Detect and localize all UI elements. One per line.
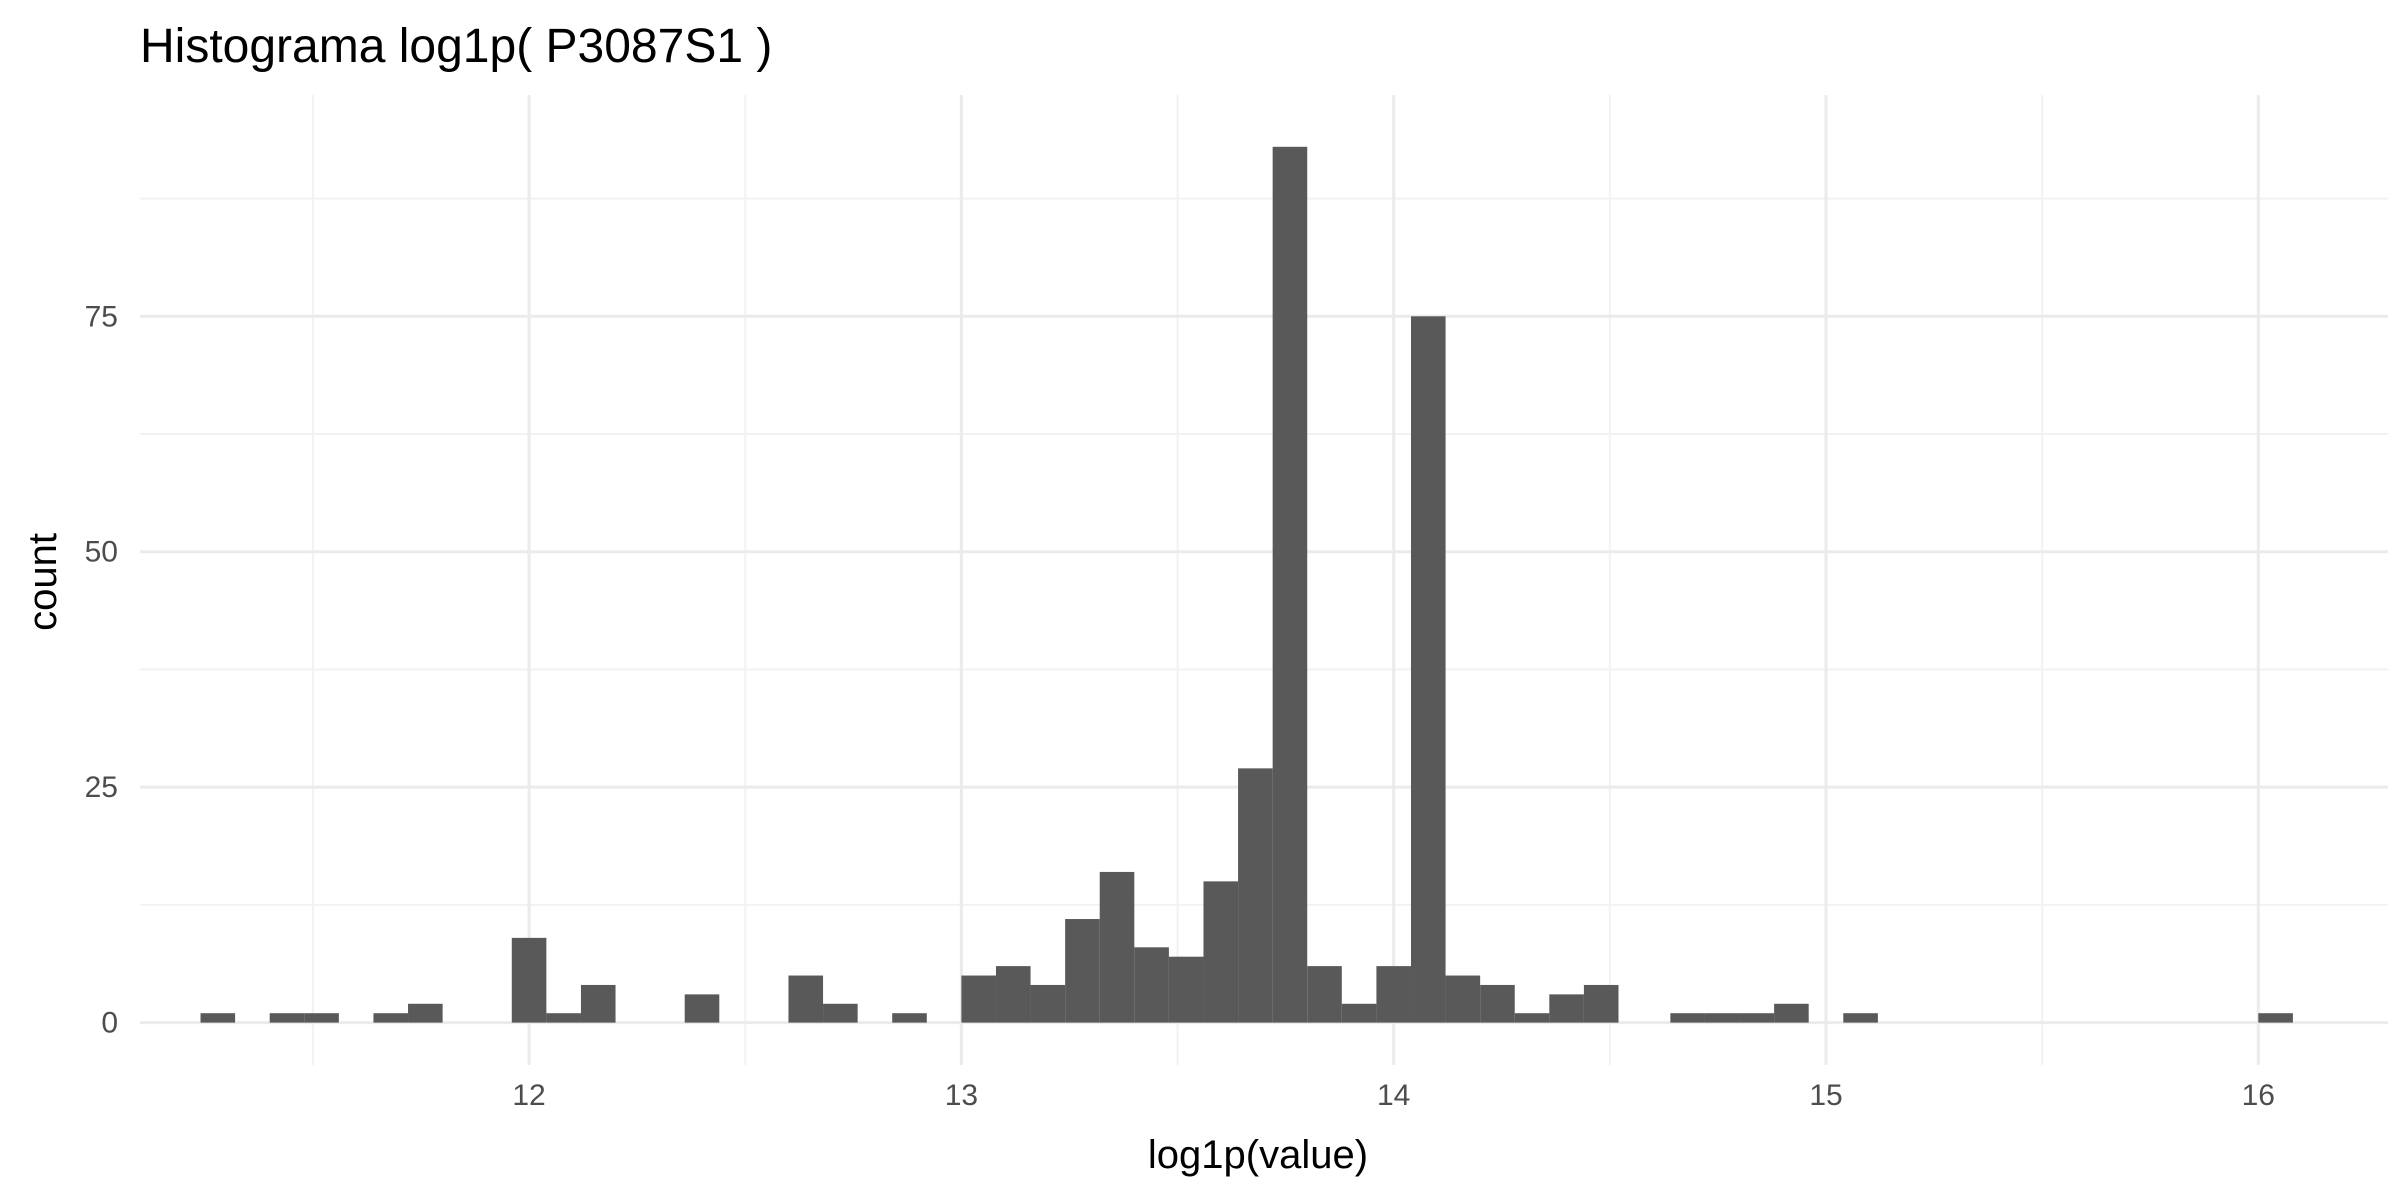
y-axis-ticks: 0 25 50 75: [85, 300, 118, 1039]
y-tick-label: 25: [85, 771, 118, 804]
x-tick-label: 14: [1377, 1079, 1410, 1112]
histogram-bar: [1704, 1013, 1740, 1023]
histogram-bar: [1341, 1003, 1377, 1023]
y-tick-label: 0: [101, 1007, 118, 1040]
x-axis-ticks: 12 13 14 15 16: [512, 1079, 2275, 1112]
y-tick-label: 75: [85, 300, 118, 333]
histogram-bar: [546, 1013, 581, 1023]
histogram-bar: [1514, 1013, 1550, 1023]
histogram-bar: [200, 1013, 236, 1023]
histogram-bar: [1843, 1013, 1878, 1023]
histogram-bar: [1065, 919, 1100, 1023]
x-tick-label: 12: [512, 1079, 545, 1112]
histogram-bar: [1774, 1003, 1809, 1023]
histogram-bar: [1480, 984, 1515, 1023]
histogram-bar: [788, 975, 824, 1023]
histogram-bar: [1410, 316, 1446, 1023]
histogram-bar: [1203, 881, 1239, 1023]
histogram-bar: [1445, 975, 1481, 1023]
histogram-bar: [1272, 146, 1308, 1023]
x-axis-title: log1p(value): [1148, 1133, 1368, 1177]
histogram-bar: [995, 966, 1031, 1023]
histogram-bar: [1099, 871, 1135, 1023]
histogram-bar: [1307, 966, 1342, 1023]
histogram-bar: [1670, 1013, 1705, 1023]
x-tick-label: 16: [2242, 1079, 2275, 1112]
histogram-bar: [408, 1003, 443, 1023]
histogram-bar: [511, 937, 547, 1023]
x-tick-label: 15: [1809, 1079, 1842, 1112]
histogram-bar: [1168, 956, 1204, 1023]
histogram-bar: [1739, 1013, 1775, 1023]
histogram-bar: [1583, 984, 1619, 1023]
histogram-bar: [269, 1013, 305, 1023]
histogram-bar: [684, 994, 720, 1023]
histogram-bar: [892, 1013, 927, 1023]
histogram-bar: [1549, 994, 1584, 1023]
histogram-bar: [961, 975, 996, 1023]
histogram-bar: [2258, 1013, 2293, 1023]
x-tick-label: 13: [945, 1079, 978, 1112]
histogram-bar: [373, 1013, 409, 1023]
histogram-bar: [1134, 947, 1169, 1023]
histogram-bar: [823, 1003, 858, 1023]
histogram-bar: [1030, 984, 1066, 1023]
histogram-bar: [580, 984, 616, 1023]
histogram-bar: [304, 1013, 339, 1023]
histogram-bar: [1376, 966, 1411, 1023]
chart-title: Histograma log1p( P3087S1 ): [140, 20, 772, 73]
y-axis-title: count: [21, 533, 65, 631]
histogram-bar: [1238, 768, 1273, 1023]
histogram-bars: [200, 146, 2293, 1023]
y-tick-label: 50: [85, 536, 118, 569]
